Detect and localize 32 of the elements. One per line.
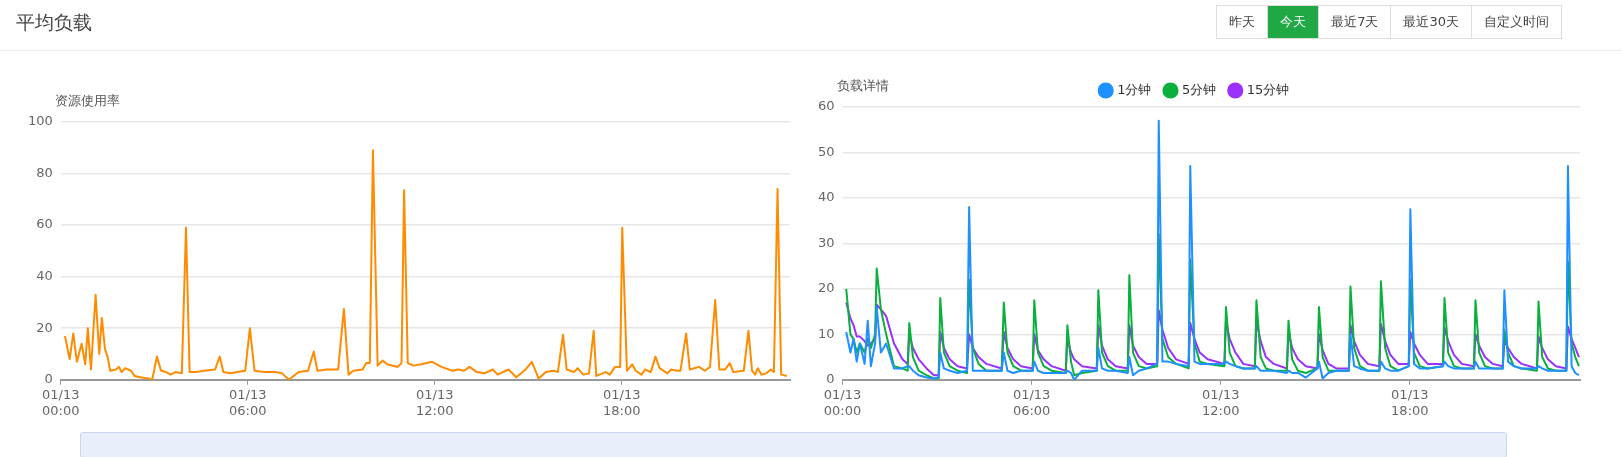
y-tick-label: 10	[818, 325, 835, 341]
y-tick-label: 100	[27, 113, 53, 129]
y-axis-title: 负载详情	[836, 77, 889, 93]
x-tick-label: 01/13 18:00	[602, 386, 641, 418]
y-tick-label: 30	[818, 234, 835, 250]
legend-label: 5分钟	[1181, 81, 1217, 97]
text: 今天	[1267, 5, 1320, 39]
y-tick-label: 0	[826, 371, 835, 387]
x-tick-label: 01/13 06:00	[1012, 386, 1051, 418]
y-tick-label: 50	[818, 143, 835, 159]
x-tick-label: 01/13 12:00	[416, 386, 454, 418]
x-tick-label: 01/13 18:00	[1391, 386, 1429, 418]
x-tick-label: 01/13 00:00	[42, 386, 80, 418]
x-tick-label: 01/13 12:00	[1201, 386, 1240, 418]
text: 平均负载	[16, 10, 92, 35]
legend-label: 15分钟	[1246, 81, 1290, 97]
text: 最近7天	[1318, 5, 1392, 39]
y-tick-label: 60	[818, 98, 835, 114]
y-tick-label: 40	[818, 189, 835, 205]
text: 最近30天	[1390, 5, 1472, 39]
text: 自定义时间	[1471, 5, 1562, 39]
y-tick-label: 20	[36, 319, 53, 335]
y-tick-label: 80	[36, 164, 53, 180]
legend-label: 1分钟	[1117, 81, 1152, 97]
x-tick-label: 01/13 00:00	[823, 386, 862, 418]
text: 昨天	[1216, 5, 1269, 39]
y-tick-label: 60	[36, 216, 53, 232]
y-tick-label: 40	[36, 268, 53, 284]
x-tick-label: 01/13 06:00	[229, 386, 267, 418]
y-tick-label: 20	[818, 280, 835, 296]
y-tick-label: 0	[44, 371, 53, 387]
y-axis-title: 资源使用率	[54, 92, 120, 108]
